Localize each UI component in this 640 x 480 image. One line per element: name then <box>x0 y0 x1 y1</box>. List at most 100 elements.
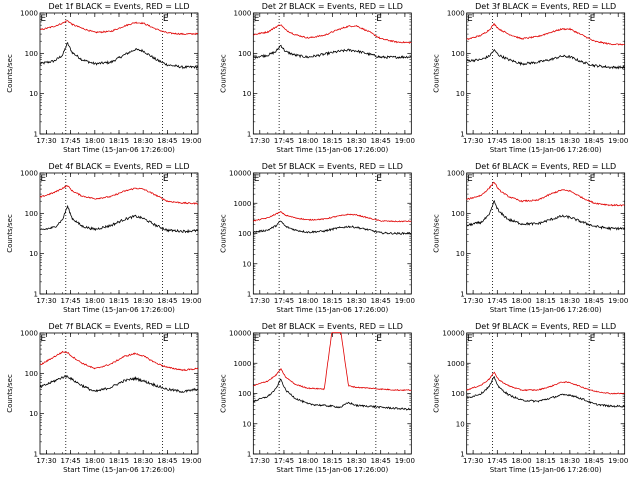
panel-det-1: Det 1f BLACK = Events, RED = LLD 1 10 100 10… <box>6 2 202 154</box>
y-tick-label: 10 <box>29 90 38 98</box>
x-tick-label: 19:00 <box>395 137 415 145</box>
x-tick-label: 18:00 <box>85 297 105 305</box>
y-tick-label: 1 <box>34 291 38 299</box>
plot-frame <box>466 172 626 295</box>
x-tick-label: 17:45 <box>274 297 294 305</box>
x-tick-label: 19:00 <box>395 297 415 305</box>
x-tick-label: 18:15 <box>109 297 129 305</box>
x-tick-label: 17:30 <box>463 457 483 465</box>
y-tick-label: 1000 <box>447 360 465 368</box>
x-tick-label: 18:30 <box>346 137 366 145</box>
x-tick-label: 18:00 <box>511 457 531 465</box>
x-tick-label: 18:15 <box>322 137 342 145</box>
y-tick-label: 100 <box>238 230 251 238</box>
x-tick-label: 19:00 <box>181 457 201 465</box>
panel-title: Det 8f BLACK = Events, RED = LLD <box>262 322 403 331</box>
event-marker: E <box>163 174 169 184</box>
x-tick-label: 17:45 <box>61 137 81 145</box>
x-tick-label: 18:15 <box>536 137 556 145</box>
y-tick-label: 1000 <box>20 330 38 338</box>
plot-frame <box>39 172 199 295</box>
x-tick-label: 17:45 <box>274 137 294 145</box>
y-tick-label: 100 <box>238 390 251 398</box>
x-tick-label: 18:15 <box>536 297 556 305</box>
event-marker: E <box>254 174 260 184</box>
event-marker: E <box>163 334 169 344</box>
lld-trace <box>466 181 625 207</box>
events-trace <box>253 378 412 411</box>
x-tick-label: 18:15 <box>322 297 342 305</box>
y-axis-label: Counts/sec <box>433 54 441 93</box>
x-tick-label: 18:00 <box>511 297 531 305</box>
y-tick-label: 10 <box>456 250 465 258</box>
x-tick-label: 18:00 <box>298 457 318 465</box>
x-tick-label: 18:30 <box>346 297 366 305</box>
y-tick-label: 10 <box>29 250 38 258</box>
y-axis-label: Counts/sec <box>6 214 14 253</box>
lld-trace <box>39 185 199 205</box>
x-tick-label: 18:30 <box>560 297 580 305</box>
x-tick-label: 17:30 <box>36 457 56 465</box>
x-tick-label: 18:45 <box>371 297 391 305</box>
panel-det-4: Det 4f BLACK = Events, RED = LLD 1 10 100 10… <box>6 162 202 314</box>
y-tick-label: 1000 <box>234 10 252 18</box>
x-tick-label: 18:45 <box>157 297 177 305</box>
panel-title: Det 3f BLACK = Events, RED = LLD <box>475 2 616 11</box>
event-marker: E <box>40 174 46 184</box>
x-tick-label: 18:00 <box>298 297 318 305</box>
x-tick-label: 18:30 <box>560 137 580 145</box>
plot-frame <box>39 12 199 135</box>
y-axis-label: Counts/sec <box>433 374 441 413</box>
event-marker: E <box>590 14 596 24</box>
x-tick-label: 18:30 <box>133 457 153 465</box>
event-marker: E <box>467 334 473 344</box>
events-trace <box>39 42 199 70</box>
events-trace <box>466 48 626 70</box>
events-trace <box>253 44 412 60</box>
x-tick-label: 17:30 <box>36 297 56 305</box>
y-tick-label: 100 <box>25 370 38 378</box>
panel-det-6: Det 6f BLACK = Events, RED = LLD 1 10 100 10… <box>433 162 629 314</box>
x-axis-label: Start Time (15-Jan-06 17:26:00) <box>490 466 602 474</box>
y-tick-label: 1000 <box>447 170 465 178</box>
y-axis-label: Counts/sec <box>433 214 441 253</box>
x-tick-label: 18:45 <box>157 137 177 145</box>
x-axis-label: Start Time (15-Jan-06 17:26:00) <box>276 306 388 314</box>
x-tick-label: 18:00 <box>85 457 105 465</box>
y-tick-label: 1000 <box>447 10 465 18</box>
x-tick-label: 19:00 <box>608 137 628 145</box>
panel-det-7: Det 7f BLACK = Events, RED = LLD 1 10 100 10… <box>6 322 202 474</box>
x-tick-label: 17:45 <box>274 457 294 465</box>
y-tick-label: 1 <box>460 291 464 299</box>
y-tick-label: 100 <box>25 210 38 218</box>
x-tick-label: 18:45 <box>371 457 391 465</box>
event-marker: E <box>40 14 46 24</box>
panel-title: Det 9f BLACK = Events, RED = LLD <box>475 322 616 331</box>
x-tick-label: 17:45 <box>487 457 507 465</box>
panel-det-5: Det 5f BLACK = Events, RED = LLD 1 10 100 10… <box>219 162 415 314</box>
event-marker: E <box>467 174 473 184</box>
event-marker: E <box>376 174 382 184</box>
x-tick-label: 19:00 <box>181 297 201 305</box>
y-tick-label: 100 <box>238 50 251 58</box>
y-tick-label: 1 <box>247 451 251 459</box>
x-tick-label: 18:30 <box>346 457 366 465</box>
lld-trace <box>253 211 412 223</box>
plot-frame <box>39 332 199 455</box>
x-axis-label: Start Time (15-Jan-06 17:26:00) <box>276 146 388 154</box>
y-axis-label: Counts/sec <box>219 374 227 413</box>
x-axis-label: Start Time (15-Jan-06 17:26:00) <box>490 146 602 154</box>
panel-title: Det 4f BLACK = Events, RED = LLD <box>48 162 189 171</box>
x-axis-label: Start Time (15-Jan-06 17:26:00) <box>63 466 175 474</box>
panel-title: Det 7f BLACK = Events, RED = LLD <box>48 322 189 331</box>
y-tick-label: 10000 <box>229 170 251 178</box>
lld-trace <box>253 24 412 44</box>
x-tick-label: 18:15 <box>536 457 556 465</box>
x-tick-label: 17:45 <box>61 457 81 465</box>
x-tick-label: 18:45 <box>584 457 604 465</box>
x-tick-label: 19:00 <box>608 297 628 305</box>
event-marker: E <box>376 14 382 24</box>
lld-trace <box>253 332 412 392</box>
x-tick-label: 18:45 <box>371 137 391 145</box>
x-tick-label: 19:00 <box>395 457 415 465</box>
